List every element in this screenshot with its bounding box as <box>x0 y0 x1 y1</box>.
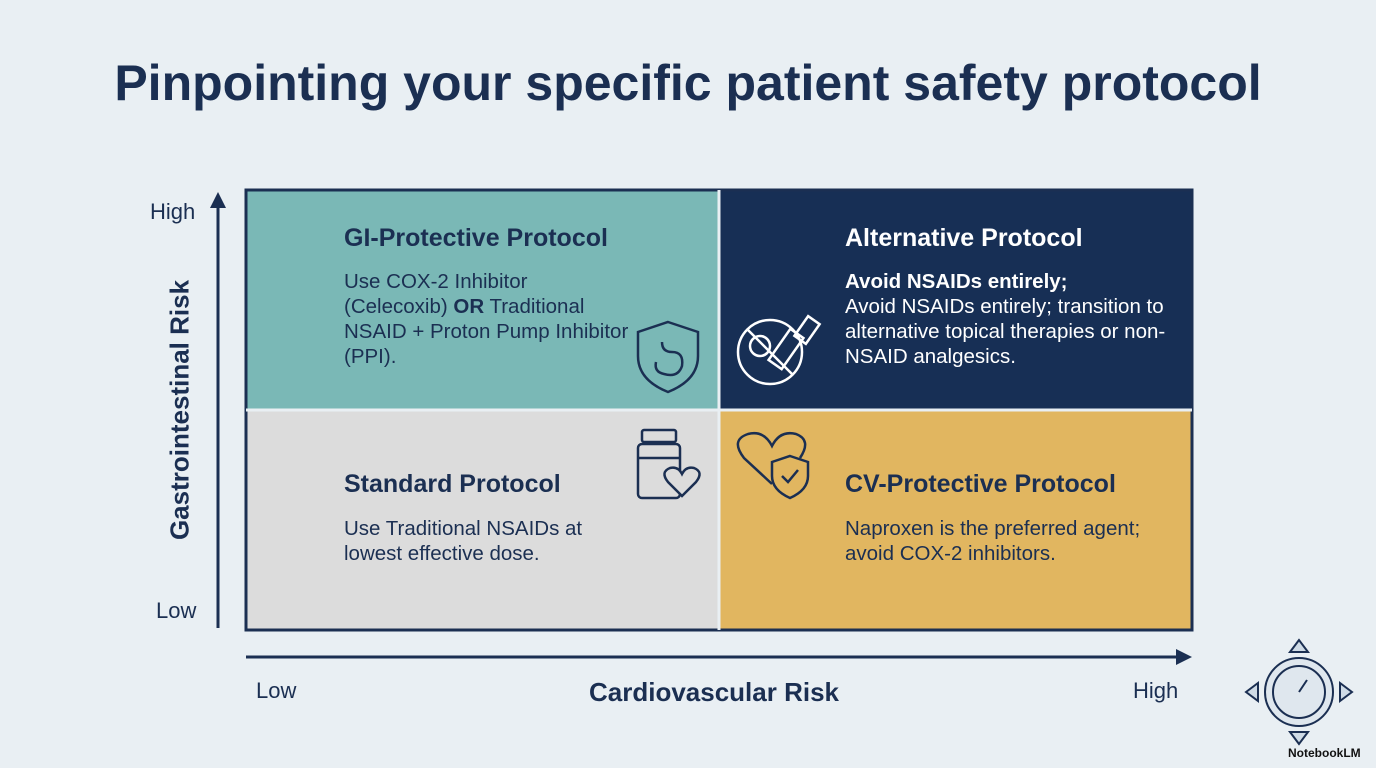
quadrant-bg <box>246 410 719 630</box>
quadrant-body: Use Traditional NSAIDs at lowest effecti… <box>344 516 634 566</box>
quadrant-bg <box>246 190 719 410</box>
y-axis-arrow <box>210 192 226 208</box>
x-axis-title: Cardiovascular Risk <box>588 677 839 707</box>
body-text: Naproxen is the preferred agent; avoid C… <box>845 517 1141 565</box>
quadrant-bg <box>719 410 1192 630</box>
quadrant-body: Use COX-2 Inhibitor (Celecoxib) OR Tradi… <box>344 269 636 369</box>
body-text: Use COX-2 Inhibitor (Celecoxib) <box>344 270 528 318</box>
page-title: Pinpointing your specific patient safety… <box>114 55 1262 111</box>
body-text: Traditional NSAID + Proton Pump Inhibito… <box>344 295 629 368</box>
quadrant-bg <box>719 190 1192 410</box>
compass-icon <box>1244 638 1354 746</box>
quadrant-title: Standard Protocol <box>344 470 561 498</box>
body-text: Avoid NSAIDs entirely; transition to alt… <box>845 295 1166 368</box>
heart-shield-icon <box>736 432 810 500</box>
y-axis-high: High <box>150 199 196 224</box>
quadrant-title: CV-Protective Protocol <box>845 470 1116 498</box>
y-axis-low: Low <box>156 598 197 623</box>
shield-stomach-icon <box>636 320 700 394</box>
body-text: Use Traditional NSAIDs at lowest effecti… <box>344 517 583 565</box>
quadrant-title: Alternative Protocol <box>845 224 1083 252</box>
watermark: NotebookLM <box>1288 746 1361 760</box>
bottle-heart-icon <box>636 428 701 500</box>
body-lead: Avoid NSAIDs entirely; <box>845 270 1068 293</box>
quadrant-body: Avoid NSAIDs entirely; Avoid NSAIDs entir… <box>845 269 1185 369</box>
body-emphasis: OR <box>453 295 485 318</box>
x-axis-arrow <box>1176 649 1192 665</box>
x-axis-low: Low <box>256 678 297 703</box>
quadrant-body: Naproxen is the preferred agent; avoid C… <box>845 516 1165 566</box>
no-nsaid-icon <box>736 314 822 386</box>
x-axis-high: High <box>1133 678 1179 703</box>
y-axis-title: Gastrointestinal Risk <box>164 279 195 541</box>
quadrant-title: GI-Protective Protocol <box>344 224 608 252</box>
